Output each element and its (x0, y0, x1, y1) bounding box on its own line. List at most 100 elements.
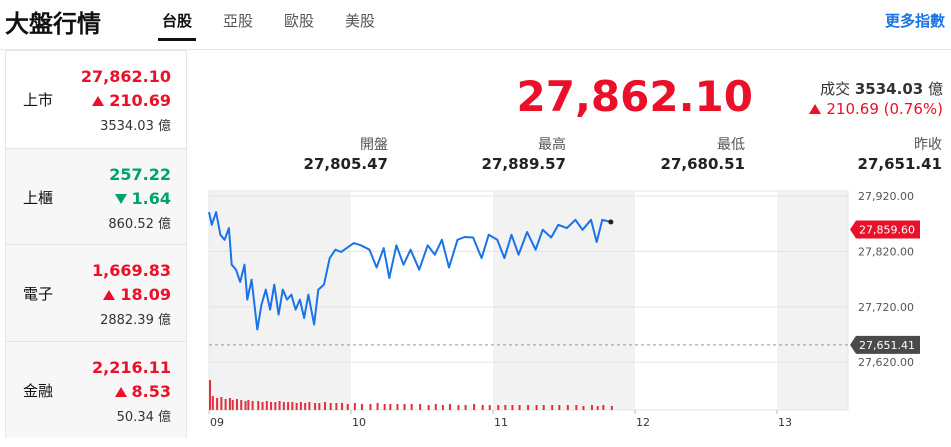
volume-bar (291, 402, 294, 410)
index-row[interactable]: 上市 27,862.10 210.69 3534.03 億 (6, 51, 186, 147)
volume-bar (261, 402, 264, 410)
volume-bar (511, 405, 514, 410)
volume-bar (216, 398, 219, 410)
volume-bar (240, 400, 243, 410)
volume-bar (247, 400, 250, 410)
last-point (608, 219, 614, 225)
tab[interactable]: 亞股 (223, 12, 254, 30)
index-change: 8.53 (114, 381, 171, 401)
y-tick-label: 27,720.00 (858, 301, 914, 314)
volume-bar (575, 405, 578, 410)
index-volume: 860.52 億 (108, 216, 171, 232)
arrow-icon (114, 386, 127, 397)
x-tick-label: 12 (636, 416, 650, 429)
volume-bar (324, 402, 327, 410)
volume-bar (295, 403, 298, 410)
volume-bar (527, 405, 530, 410)
x-tick-label: 11 (494, 416, 508, 429)
volume-bar (308, 402, 311, 410)
y-tick-label: 27,920.00 (858, 190, 914, 203)
last-price-tag-bg (850, 220, 920, 239)
tab[interactable]: 歐股 (284, 12, 315, 30)
stat-value: 27,805.47 (303, 155, 388, 173)
stat-label: 昨收 (914, 137, 942, 153)
x-tick-label: 09 (210, 416, 224, 429)
index-change-value: 210.69 (109, 91, 171, 110)
volume-bar (403, 404, 406, 410)
volume-bar (360, 404, 363, 410)
volume-bar (383, 404, 386, 410)
prev-close-tag: 27,651.41 (859, 339, 915, 352)
index-list: 上市 27,862.10 210.69 3534.03 億上櫃 257.22 1.64 86… (5, 50, 187, 438)
volume-bar (287, 402, 290, 410)
stat-value: 27,651.41 (857, 155, 942, 173)
index-change-value: 8.53 (131, 381, 171, 401)
volume-bar (265, 401, 268, 410)
index-row[interactable]: 電子 1,669.83 18.09 2882.39 億 (6, 244, 186, 341)
volume-bar (235, 399, 238, 410)
arrow-icon (114, 193, 127, 204)
index-row[interactable]: 上櫃 257.22 1.64 860.52 億 (6, 147, 186, 245)
index-change: 18.09 (103, 285, 171, 304)
volume-value: 3534.03 (854, 80, 924, 98)
volume-bar (318, 403, 321, 410)
page-title: 大盤行情 (5, 10, 101, 38)
session-shade (777, 191, 848, 410)
index-value: 257.22 (109, 164, 171, 184)
volume-bar (473, 404, 476, 410)
volume-bar (464, 405, 467, 410)
tab[interactable]: 美股 (345, 12, 376, 30)
volume-bar (211, 396, 214, 410)
volume-bar (244, 401, 247, 410)
tab[interactable]: 台股 (162, 12, 193, 30)
price-line (208, 211, 612, 331)
volume-bar (441, 405, 444, 410)
volume-unit: 億 (927, 80, 943, 98)
volume-bar (481, 405, 484, 410)
volume-bar (582, 406, 585, 410)
volume-bar (329, 403, 332, 410)
index-name: 上市 (23, 91, 54, 109)
volume-bar (346, 404, 349, 410)
index-change: 210.69 (92, 91, 171, 110)
volume-bar (602, 405, 605, 410)
more-link[interactable]: 更多指數 (884, 12, 945, 30)
stat-label: 最高 (538, 137, 566, 153)
volume-bar (228, 398, 231, 410)
volume-bar (457, 405, 460, 410)
volume-bar (341, 403, 344, 410)
tab-underline (158, 38, 196, 41)
volume-bar (251, 401, 254, 410)
x-tick-label: 13 (778, 416, 792, 429)
volume-bar (535, 405, 538, 410)
volume-bar (427, 405, 430, 410)
volume-bar (209, 380, 211, 410)
volume-bar (488, 405, 491, 410)
index-volume: 3534.03 億 (100, 119, 171, 134)
volume-bar (314, 403, 317, 410)
index-change-value: 1.64 (131, 188, 171, 208)
volume-bar (410, 404, 413, 410)
volume-bar (257, 401, 260, 410)
volume-bar (419, 404, 422, 410)
volume-line: 成交 3534.03 億 (820, 78, 943, 99)
volume-bar (376, 403, 379, 410)
index-change-value: 18.09 (120, 285, 171, 304)
last-price-tag: 27,859.60 (859, 223, 915, 236)
volume-label: 成交 (820, 80, 851, 98)
volume-bar (353, 403, 356, 410)
volume-bar (518, 405, 521, 410)
change-value: 210.69 (0.76%) (826, 100, 943, 118)
main-change: 210.69 (0.76%) (809, 100, 943, 118)
index-row[interactable]: 金融 2,216.11 8.53 50.34 億 (6, 340, 186, 438)
volume-bar (274, 402, 277, 410)
volume-bar (396, 404, 399, 410)
volume-bar (566, 405, 569, 410)
x-tick-label: 10 (352, 416, 366, 429)
volume-bar (596, 406, 599, 410)
index-name: 金融 (23, 381, 54, 400)
stat-label: 開盤 (360, 137, 388, 153)
index-value: 2,216.11 (92, 357, 171, 377)
